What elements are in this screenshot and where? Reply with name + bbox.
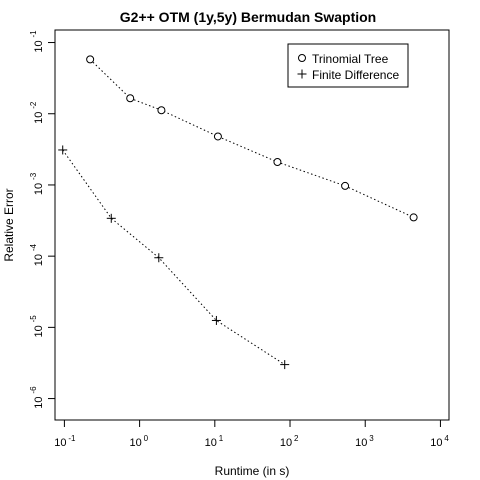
y-tick-label: 10: [33, 254, 45, 266]
data-point: [213, 132, 222, 141]
x-tick-exponent: -1: [68, 434, 76, 443]
y-tick-label: 10: [33, 396, 45, 408]
y-tick: 10-6: [29, 386, 45, 409]
data-point: [341, 181, 350, 190]
y-axis: 10-610-510-410-310-210-1: [29, 30, 55, 409]
data-point: [409, 213, 418, 222]
x-tick-exponent: 4: [444, 434, 449, 443]
x-axis: 10 -1 10 0 10 1 10 2 10 3 10 4: [54, 420, 449, 449]
data-point: [154, 253, 164, 263]
x-tick-exponent: 0: [144, 434, 149, 443]
y-tick-exponent: -6: [29, 386, 38, 394]
y-tick-label: 10: [33, 112, 45, 124]
legend-marker: [297, 69, 307, 79]
x-tick-label: 10: [280, 437, 292, 449]
data-point: [157, 106, 166, 115]
x-tick-exponent: 3: [369, 434, 374, 443]
y-tick: 10-1: [29, 30, 45, 53]
legend-label: Trinomial Tree: [312, 52, 389, 66]
y-axis-label: Relative Error: [2, 188, 16, 261]
y-tick-exponent: -1: [29, 30, 38, 38]
series-line: [62, 149, 285, 366]
x-tick-label: 10: [430, 437, 442, 449]
data-point: [273, 158, 282, 167]
y-tick: 10-4: [29, 243, 45, 266]
series-finite-difference: [58, 145, 290, 370]
y-tick-exponent: -3: [29, 172, 38, 180]
legend-label: Finite Difference: [312, 68, 399, 82]
y-tick-exponent: -2: [29, 101, 38, 109]
x-axis-label: Runtime (in s): [215, 464, 290, 478]
chart-title: G2++ OTM (1y,5y) Bermudan Swaption: [120, 9, 376, 25]
data-point: [106, 213, 116, 223]
data-point: [280, 360, 290, 370]
x-tick-label: 10: [129, 437, 141, 449]
x-tick-label: 10: [54, 437, 66, 449]
legend-marker: [298, 54, 306, 62]
y-tick-label: 10: [33, 40, 45, 52]
legend-box: [287, 43, 409, 88]
y-tick-exponent: -5: [29, 315, 38, 323]
x-tick-label: 10: [205, 437, 217, 449]
x-tick-exponent: 1: [219, 434, 224, 443]
y-tick-label: 10: [33, 325, 45, 337]
y-tick-exponent: -4: [29, 243, 38, 251]
x-tick-label: 10: [355, 437, 367, 449]
y-tick: 10-5: [29, 315, 45, 338]
data-point: [86, 55, 95, 64]
y-tick-label: 10: [33, 183, 45, 195]
data-point: [126, 94, 135, 103]
y-tick: 10-2: [29, 101, 45, 124]
data-point: [58, 145, 68, 155]
x-tick-exponent: 2: [294, 434, 299, 443]
legend: Trinomial Tree Finite Difference: [287, 43, 409, 88]
series-trinomial-tree: [86, 55, 418, 222]
plot-frame: [54, 29, 450, 421]
series-layer: [58, 55, 418, 370]
data-point: [211, 315, 221, 325]
y-tick: 10-3: [29, 172, 45, 195]
